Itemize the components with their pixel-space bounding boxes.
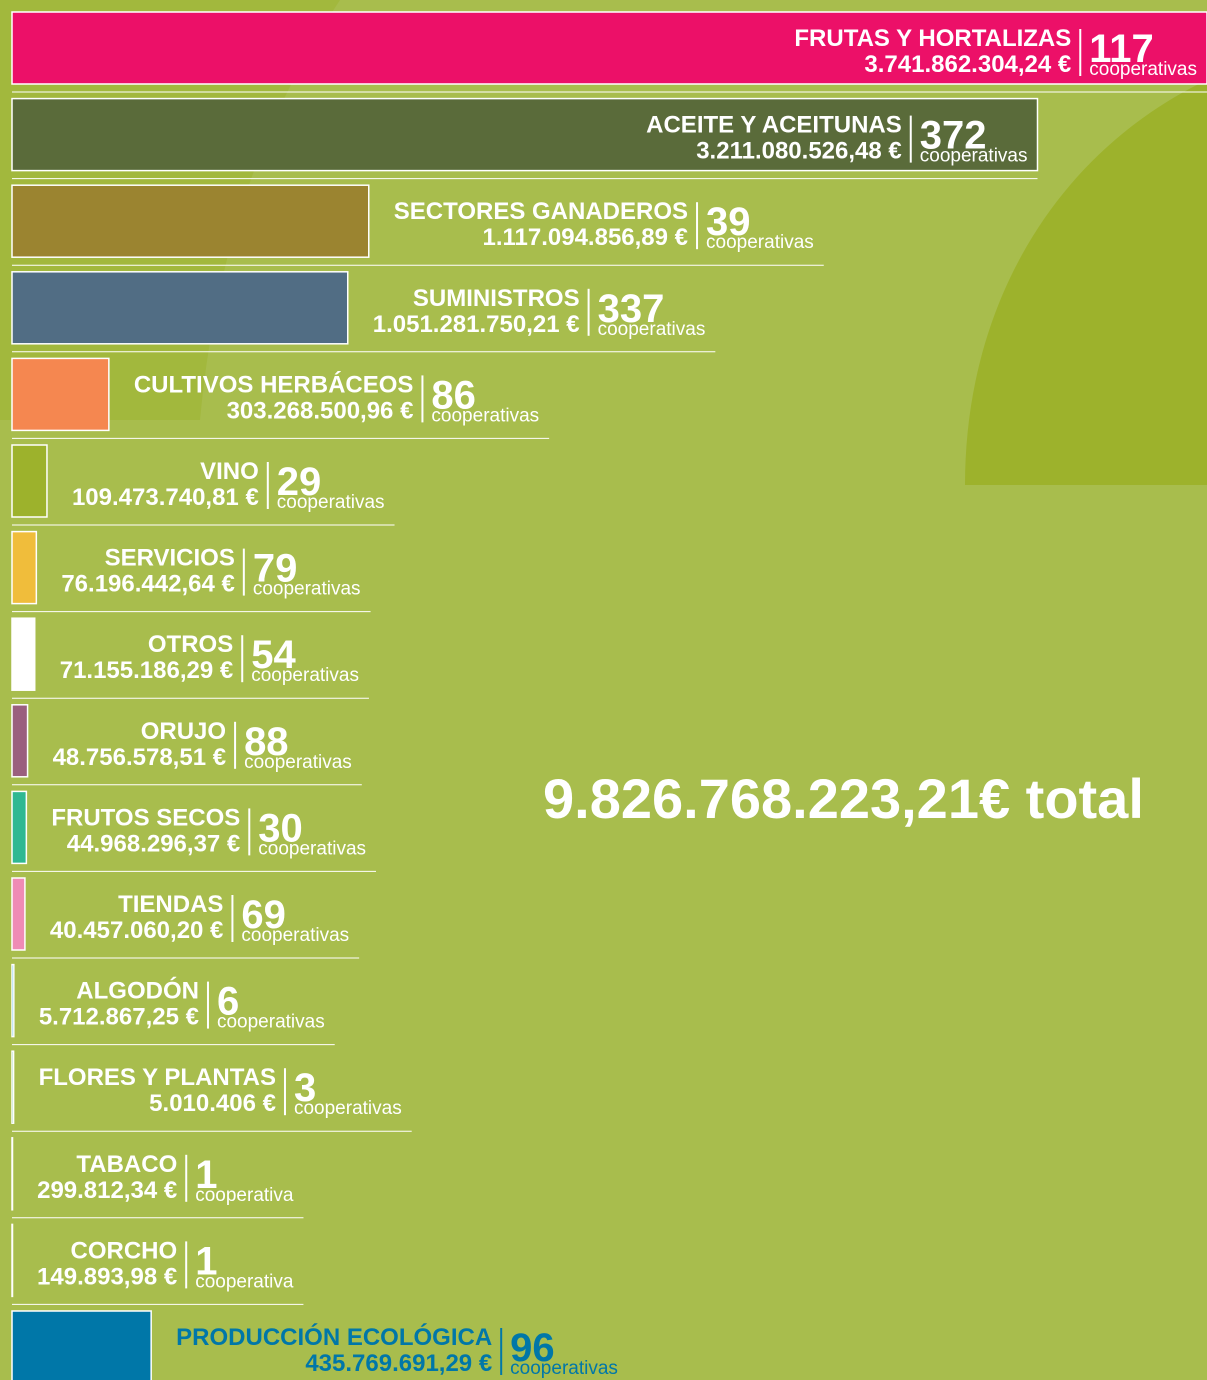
cooperatives-label: cooperativas bbox=[1089, 59, 1197, 80]
value-label: 299.812,34 € bbox=[37, 1177, 177, 1204]
cooperatives-label: cooperativas bbox=[920, 146, 1028, 167]
cooperatives-count: 30 bbox=[258, 806, 303, 850]
bar bbox=[11, 271, 349, 345]
category-label: ORUJO bbox=[141, 718, 226, 745]
bar bbox=[11, 963, 15, 1038]
cooperatives-count: 79 bbox=[253, 547, 298, 591]
category-label: ALGODÓN bbox=[76, 977, 199, 1005]
value-label: 149.893,98 € bbox=[37, 1263, 177, 1290]
total-annotation: 9.826.768.223,21€ total bbox=[543, 767, 1144, 830]
value-label: 435.769.691,29 € bbox=[305, 1350, 492, 1377]
category-label: OTROS bbox=[148, 631, 233, 658]
cooperatives-count: 39 bbox=[706, 200, 751, 244]
category-label: TIENDAS bbox=[118, 891, 223, 918]
cooperatives-count: 337 bbox=[598, 287, 665, 331]
bar bbox=[11, 877, 26, 951]
cooperatives-label: cooperativa bbox=[195, 1185, 294, 1206]
cooperatives-label: cooperativas bbox=[251, 665, 359, 686]
category-label: CULTIVOS HERBÁCEOS bbox=[134, 370, 414, 398]
cooperatives-label: cooperativas bbox=[598, 319, 706, 340]
bar bbox=[11, 704, 29, 778]
value-label: 48.756.578,51 € bbox=[53, 744, 227, 771]
category-label: TABACO bbox=[76, 1151, 177, 1178]
bar bbox=[11, 444, 48, 518]
cooperatives-label: cooperativas bbox=[294, 1098, 402, 1119]
cooperatives-count: 96 bbox=[510, 1326, 554, 1370]
bar bbox=[11, 530, 38, 605]
cooperatives-count: 372 bbox=[920, 114, 987, 158]
cooperatives-label: cooperativa bbox=[195, 1271, 294, 1292]
cooperatives-count: 86 bbox=[431, 373, 476, 417]
category-label: CORCHO bbox=[71, 1237, 178, 1264]
value-label: 109.473.740,81 € bbox=[72, 484, 259, 511]
cooperatives-count: 54 bbox=[251, 633, 296, 677]
cooperatives-count: 117 bbox=[1089, 27, 1154, 71]
bar bbox=[11, 184, 370, 258]
cooperatives-count: 69 bbox=[241, 893, 286, 937]
category-label: SERVICIOS bbox=[105, 545, 235, 572]
cooperatives-label: cooperativas bbox=[217, 1012, 325, 1033]
bar bbox=[11, 1050, 15, 1124]
category-label: VINO bbox=[200, 458, 259, 485]
cooperatives-label: cooperativas bbox=[431, 405, 539, 426]
value-label: 1.051.281.750,21 € bbox=[373, 311, 580, 338]
cooperatives-count: 88 bbox=[244, 720, 289, 764]
cooperatives-count: 1 bbox=[195, 1153, 217, 1197]
category-label: SUMINISTROS bbox=[413, 285, 580, 312]
bar bbox=[11, 357, 110, 432]
value-label: 303.268.500,96 € bbox=[227, 397, 414, 424]
bar bbox=[11, 790, 28, 865]
value-label: 3.741.862.304,24 € bbox=[864, 51, 1071, 78]
value-label: 3.211.080.526,48 € bbox=[696, 138, 902, 165]
cooperatives-label: cooperativas bbox=[241, 925, 349, 946]
bar bbox=[11, 11, 1207, 85]
value-label: 5.010.406 € bbox=[149, 1090, 276, 1117]
cooperatives-label: cooperativas bbox=[277, 492, 385, 513]
cooperatives-count: 1 bbox=[195, 1239, 217, 1283]
cooperatives-count: 6 bbox=[217, 980, 239, 1024]
bg-shape bbox=[965, 80, 1207, 485]
value-label: 5.712.867,25 € bbox=[39, 1004, 199, 1031]
cooperatives-label: cooperativas bbox=[253, 579, 361, 600]
value-label: 44.968.296,37 € bbox=[67, 830, 241, 857]
cooperatives-label: cooperativas bbox=[510, 1358, 618, 1379]
value-label: 40.457.060,20 € bbox=[50, 917, 224, 944]
value-label: 1.117.094.856,89 € bbox=[482, 224, 688, 251]
cooperatives-label: cooperativas bbox=[244, 752, 352, 773]
value-label: 71.155.186,29 € bbox=[60, 657, 234, 684]
category-label: ACEITE Y ACEITUNAS bbox=[646, 112, 902, 139]
category-label: FRUTAS Y HORTALIZAS bbox=[794, 25, 1071, 52]
bar bbox=[11, 1137, 14, 1211]
category-label: PRODUCCIÓN ECOLÓGICA bbox=[176, 1323, 492, 1351]
bar bbox=[11, 97, 1039, 172]
cooperatives-label: cooperativas bbox=[258, 838, 366, 859]
cooperatives-label: cooperativas bbox=[706, 232, 814, 253]
category-label: FRUTOS SECOS bbox=[51, 804, 240, 831]
category-label: SECTORES GANADEROS bbox=[394, 198, 688, 225]
cooperatives-count: 3 bbox=[294, 1066, 316, 1110]
bar bbox=[11, 1223, 14, 1298]
bar bbox=[11, 1310, 152, 1380]
category-label: FLORES Y PLANTAS bbox=[39, 1064, 276, 1091]
cooperatives-count: 29 bbox=[277, 460, 322, 504]
value-label: 76.196.442,64 € bbox=[61, 571, 235, 598]
bar bbox=[11, 617, 36, 691]
